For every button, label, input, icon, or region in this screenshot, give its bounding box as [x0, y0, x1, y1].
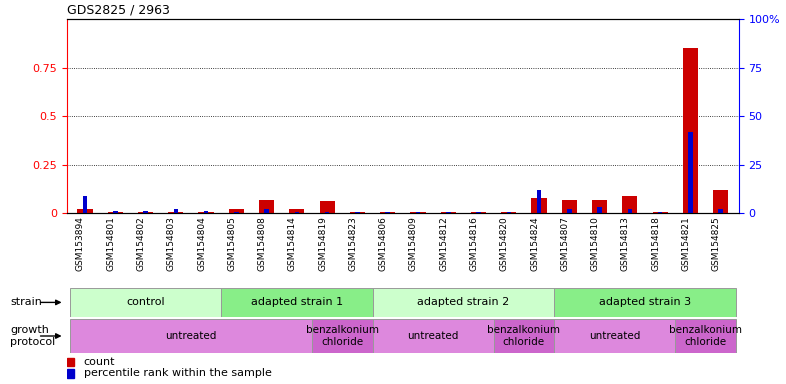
Text: GSM154821: GSM154821: [681, 217, 690, 271]
Text: GSM154805: GSM154805: [227, 217, 237, 271]
Bar: [567, 209, 571, 213]
Bar: [494, 319, 554, 353]
Text: GSM154806: GSM154806: [379, 217, 387, 271]
Bar: [441, 212, 456, 213]
Bar: [537, 190, 542, 213]
Bar: [204, 211, 208, 213]
Bar: [67, 358, 74, 366]
Bar: [471, 212, 486, 213]
Text: GSM154804: GSM154804: [197, 217, 206, 271]
Bar: [718, 209, 723, 213]
Bar: [592, 200, 607, 213]
Text: benzalkonium
chloride: benzalkonium chloride: [306, 325, 379, 347]
Bar: [355, 212, 360, 213]
Bar: [108, 212, 123, 213]
Bar: [675, 319, 736, 353]
Bar: [259, 200, 274, 213]
Text: control: control: [127, 297, 165, 308]
Bar: [554, 288, 736, 317]
Text: GSM153894: GSM153894: [76, 217, 85, 271]
Text: untreated: untreated: [165, 331, 217, 341]
Text: GSM154801: GSM154801: [106, 217, 116, 271]
Text: adapted strain 1: adapted strain 1: [251, 297, 343, 308]
Bar: [652, 212, 667, 213]
Bar: [83, 196, 87, 213]
Bar: [476, 212, 481, 213]
Text: GSM154825: GSM154825: [711, 217, 721, 271]
Bar: [501, 212, 516, 213]
Bar: [373, 288, 554, 317]
Bar: [325, 212, 329, 213]
Text: adapted strain 3: adapted strain 3: [599, 297, 691, 308]
Text: untreated: untreated: [407, 331, 459, 341]
Bar: [138, 212, 153, 213]
Text: GSM154802: GSM154802: [137, 217, 145, 271]
Bar: [385, 212, 390, 213]
Text: GSM154819: GSM154819: [318, 217, 327, 271]
Text: GSM154809: GSM154809: [409, 217, 418, 271]
Bar: [562, 200, 577, 213]
Bar: [320, 202, 335, 213]
Text: benzalkonium
chloride: benzalkonium chloride: [487, 325, 560, 347]
Bar: [312, 319, 373, 353]
Text: GSM154814: GSM154814: [288, 217, 297, 271]
Bar: [597, 207, 602, 213]
Text: GSM154816: GSM154816: [469, 217, 479, 271]
Text: GSM154820: GSM154820: [500, 217, 509, 271]
Text: growth
protocol: growth protocol: [10, 325, 56, 347]
Text: strain: strain: [10, 297, 42, 308]
Bar: [410, 212, 425, 213]
Text: percentile rank within the sample: percentile rank within the sample: [84, 368, 272, 378]
Bar: [174, 209, 178, 213]
Bar: [416, 212, 421, 213]
Bar: [77, 209, 93, 213]
Bar: [70, 319, 312, 353]
Bar: [713, 190, 729, 213]
Bar: [143, 211, 148, 213]
Bar: [531, 198, 546, 213]
Bar: [623, 196, 637, 213]
Bar: [688, 132, 692, 213]
Text: GDS2825 / 2963: GDS2825 / 2963: [67, 3, 170, 17]
Bar: [554, 319, 675, 353]
Bar: [289, 209, 304, 213]
Bar: [627, 209, 632, 213]
Bar: [229, 209, 244, 213]
Bar: [168, 212, 183, 213]
Text: count: count: [84, 357, 116, 367]
Bar: [683, 48, 698, 213]
Bar: [380, 212, 395, 213]
Text: GSM154813: GSM154813: [621, 217, 630, 271]
Bar: [506, 212, 511, 213]
Bar: [199, 212, 214, 213]
Bar: [70, 288, 221, 317]
Bar: [113, 211, 118, 213]
Text: GSM154823: GSM154823: [348, 217, 358, 271]
Text: GSM154808: GSM154808: [258, 217, 266, 271]
Bar: [446, 212, 450, 213]
Text: GSM154812: GSM154812: [439, 217, 448, 271]
Bar: [658, 212, 663, 213]
Text: GSM154807: GSM154807: [560, 217, 569, 271]
Bar: [295, 212, 299, 213]
Bar: [373, 319, 494, 353]
Bar: [67, 369, 74, 378]
Text: untreated: untreated: [589, 331, 641, 341]
Text: GSM154810: GSM154810: [590, 217, 600, 271]
Text: GSM154803: GSM154803: [167, 217, 176, 271]
Bar: [264, 209, 269, 213]
Text: adapted strain 2: adapted strain 2: [417, 297, 509, 308]
Bar: [221, 288, 373, 317]
Text: GSM154818: GSM154818: [651, 217, 660, 271]
Text: GSM154824: GSM154824: [530, 217, 539, 271]
Text: benzalkonium
chloride: benzalkonium chloride: [669, 325, 742, 347]
Bar: [350, 212, 365, 213]
Bar: [234, 212, 239, 213]
